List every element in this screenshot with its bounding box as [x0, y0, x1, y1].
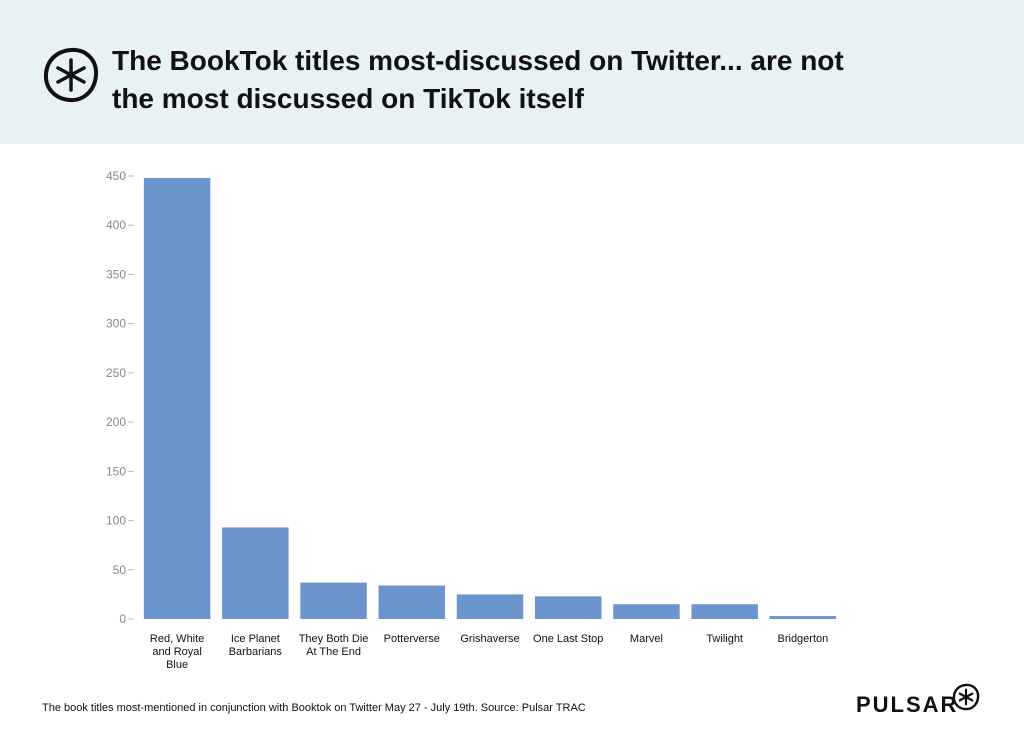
y-tick-label: 200 — [106, 415, 126, 429]
asterisk-circle-icon — [43, 47, 99, 103]
y-tick-label: 450 — [106, 169, 126, 183]
y-tick-label: 350 — [106, 267, 126, 281]
x-category-label: They Both Die At The End — [299, 633, 369, 658]
bar — [769, 616, 837, 619]
brand-logo-text: PULSAR — [856, 692, 959, 717]
bar — [534, 596, 602, 619]
bar — [456, 594, 524, 619]
x-category-label: Twilight — [706, 633, 743, 645]
bar — [300, 582, 367, 619]
y-tick-label: 0 — [119, 612, 126, 626]
bar-chart: 0 50 100 150 200 250 300 350 400 450 Red, White an… — [106, 169, 837, 671]
y-tick-label: 100 — [106, 514, 126, 528]
bar — [691, 604, 758, 619]
bar — [143, 177, 211, 620]
title-line-2: the most discussed on TikTok itself — [112, 83, 584, 114]
x-category-label: Grishaverse — [460, 633, 519, 645]
y-tick-label: 300 — [106, 317, 126, 331]
bar — [222, 527, 289, 619]
y-tick-label: 250 — [106, 366, 126, 380]
y-tick-label: 400 — [106, 218, 126, 232]
x-axis-labels: Red, White and Royal Blue Ice Planet Barbari… — [150, 633, 828, 671]
title-line-1: The BookTok titles most-discussed on Twi… — [112, 45, 844, 76]
x-category-label: Potterverse — [384, 633, 440, 645]
x-category-label: Marvel — [630, 633, 663, 645]
asterisk-circle-icon — [952, 683, 980, 711]
y-axis: 0 50 100 150 200 250 300 350 400 450 — [106, 169, 134, 626]
header-banner: The BookTok titles most-discussed on Twi… — [0, 0, 1024, 144]
x-category-label: Ice Planet Barbarians — [229, 633, 283, 658]
y-tick-label: 150 — [106, 464, 126, 478]
bar — [378, 585, 446, 619]
footnote: The book titles most-mentioned in conjun… — [42, 702, 586, 714]
bar — [613, 604, 680, 619]
x-category-label: One Last Stop — [533, 633, 603, 645]
y-tick-label: 50 — [113, 563, 127, 577]
x-category-label: Bridgerton — [778, 633, 829, 645]
bars — [143, 177, 837, 620]
page-title: The BookTok titles most-discussed on Twi… — [112, 42, 992, 118]
x-category-label: Red, White and Royal Blue — [150, 633, 204, 671]
